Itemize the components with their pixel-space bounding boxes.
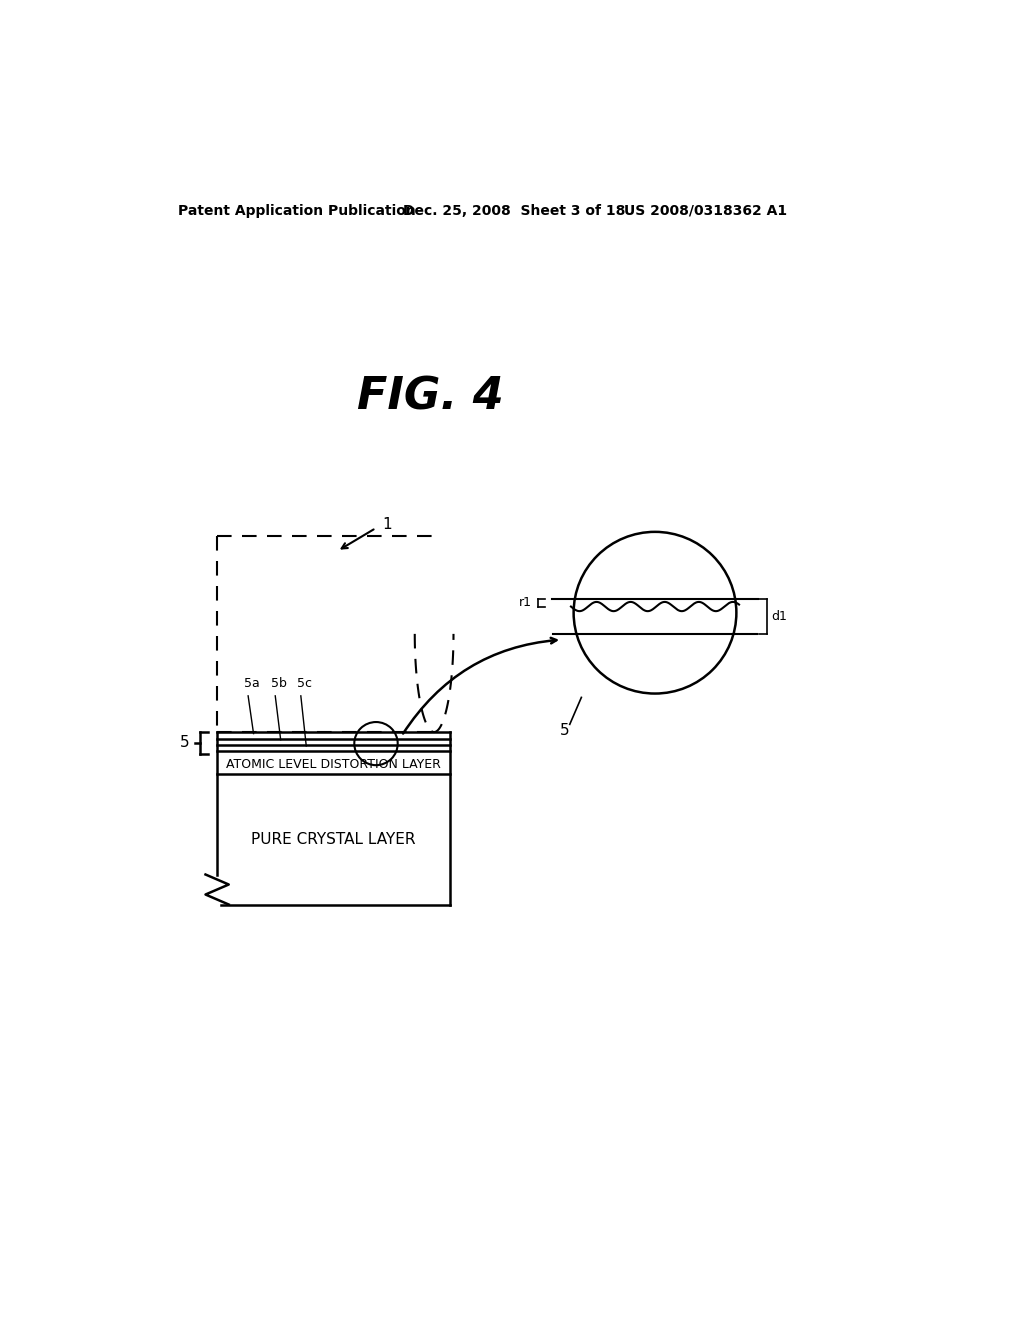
Text: 5a: 5a (245, 677, 260, 689)
Text: ATOMIC LEVEL DISTORTION LAYER: ATOMIC LEVEL DISTORTION LAYER (226, 758, 440, 771)
Text: 5: 5 (180, 735, 189, 750)
Text: 1: 1 (382, 516, 392, 532)
Text: r1: r1 (519, 597, 531, 610)
Text: Dec. 25, 2008  Sheet 3 of 18: Dec. 25, 2008 Sheet 3 of 18 (403, 203, 626, 218)
Text: 5b: 5b (271, 677, 288, 689)
Text: d1: d1 (771, 610, 787, 623)
Text: Patent Application Publication: Patent Application Publication (178, 203, 416, 218)
Text: 5: 5 (559, 723, 569, 738)
Text: PURE CRYSTAL LAYER: PURE CRYSTAL LAYER (251, 833, 416, 847)
Text: FIG. 4: FIG. 4 (356, 376, 504, 418)
Text: US 2008/0318362 A1: US 2008/0318362 A1 (624, 203, 787, 218)
Text: 5c: 5c (297, 677, 312, 689)
